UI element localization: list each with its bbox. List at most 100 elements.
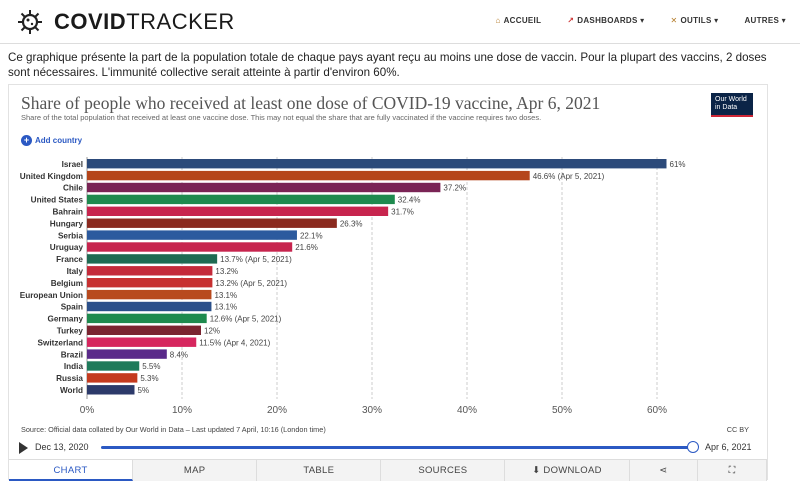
value-label: 61% — [670, 160, 686, 169]
value-label: 11.5% (Apr 4, 2021) — [199, 338, 270, 347]
value-label: 37.2% — [443, 184, 466, 193]
chart-tabs: CHART MAP TABLE SOURCES ⬇ DOWNLOAD ⋖ ⛶ — [9, 459, 767, 481]
bar[interactable] — [87, 170, 530, 181]
value-label: 5% — [138, 386, 150, 395]
country-label: Israel — [62, 160, 83, 169]
bar[interactable] — [87, 325, 201, 335]
share-button[interactable]: ⋖ — [629, 460, 699, 481]
country-label: European Union — [20, 291, 83, 300]
value-label: 13.1% — [214, 291, 237, 300]
bar-chart: 0% 10% 20% 30% 40% 50% 60% Israel 61% United King… — [20, 157, 686, 416]
country-label: India — [64, 362, 84, 371]
tab-map[interactable]: MAP — [133, 460, 258, 481]
tab-chart[interactable]: CHART — [9, 460, 134, 481]
country-label: Brazil — [61, 350, 83, 359]
x-tick-label: 0% — [80, 405, 95, 416]
x-tick-label: 10% — [172, 405, 192, 416]
nav-accueil[interactable]: ⌂ ACCUEIL — [495, 16, 542, 25]
value-label: 13.7% (Apr 5, 2021) — [220, 255, 292, 264]
value-label: 26.3% — [340, 219, 363, 228]
share-icon: ⋖ — [659, 465, 668, 476]
tab-table[interactable]: TABLE — [257, 460, 382, 481]
source-note: Source: Official data collated by Our Wo… — [21, 425, 326, 434]
country-label: Chile — [63, 184, 83, 193]
chart-title: Share of people who received at least on… — [21, 93, 601, 113]
timeline-track[interactable] — [101, 446, 693, 449]
bar[interactable] — [87, 254, 218, 264]
country-label: Spain — [61, 303, 83, 312]
country-label: Russia — [56, 374, 83, 383]
site-name: COVIDTRACKER — [54, 9, 235, 34]
x-tick-label: 50% — [552, 405, 572, 416]
tab-download[interactable]: ⬇ DOWNLOAD — [505, 460, 630, 481]
bar[interactable] — [87, 301, 212, 312]
nav-autres[interactable]: AUTRES ▾ — [744, 16, 786, 25]
value-label: 31.7% — [391, 208, 414, 217]
main-nav: ⌂ ACCUEIL ↗ DASHBOARDS ▾ ✕ OUTILS ▾ AUTRES … — [495, 16, 786, 25]
bar[interactable] — [87, 361, 140, 371]
bar[interactable] — [87, 182, 441, 193]
value-label: 32.4% — [398, 196, 421, 205]
bar[interactable] — [87, 194, 395, 205]
logo[interactable]: COVIDTRACKER — [16, 8, 235, 36]
chart-icon: ↗ — [567, 16, 575, 25]
fullscreen-button[interactable]: ⛶ — [698, 460, 767, 481]
chart-card: Share of people who received at least on… — [8, 84, 768, 481]
bar[interactable] — [87, 242, 293, 252]
bar[interactable] — [87, 373, 138, 383]
country-label: Hungary — [50, 219, 84, 228]
nav-dashboards[interactable]: ↗ DASHBOARDS ▾ — [567, 16, 645, 25]
country-label: Belgium — [51, 279, 83, 288]
country-label: World — [60, 386, 83, 395]
x-tick-label: 40% — [457, 405, 477, 416]
value-label: 13.2% (Apr 5, 2021) — [215, 279, 287, 288]
country-label: Turkey — [57, 327, 84, 336]
x-tick-label: 60% — [647, 405, 667, 416]
country-label: Bahrain — [53, 208, 83, 217]
value-label: 5.3% — [140, 374, 158, 383]
country-label: United States — [31, 196, 84, 205]
tab-sources[interactable]: SOURCES — [381, 460, 506, 481]
x-tick-label: 30% — [362, 405, 382, 416]
value-label: 21.6% — [295, 243, 318, 252]
timeline-handle[interactable] — [687, 441, 699, 453]
country-label: Serbia — [58, 231, 83, 240]
play-icon[interactable] — [19, 442, 28, 454]
license[interactable]: CC BY — [726, 425, 749, 434]
value-label: 12.6% (Apr 5, 2021) — [210, 315, 282, 324]
x-tick-label: 20% — [267, 405, 287, 416]
bar[interactable] — [87, 218, 337, 228]
bar[interactable] — [87, 230, 297, 240]
intro-text: Ce graphique présente la part de la popu… — [8, 51, 767, 79]
timeline: Dec 13, 2020 Apr 6, 2021 — [19, 441, 759, 455]
virus-icon — [18, 10, 42, 34]
navbar: COVIDTRACKER ⌂ ACCUEIL ↗ DASHBOARDS ▾ ✕ OUT… — [0, 0, 800, 44]
tools-icon: ✕ — [670, 16, 678, 25]
bar[interactable] — [87, 289, 212, 300]
value-label: 8.4% — [170, 350, 188, 359]
bar[interactable] — [87, 278, 213, 288]
timeline-end: Apr 6, 2021 — [705, 442, 752, 452]
nav-outils[interactable]: ✕ OUTILS ▾ — [670, 16, 719, 25]
country-label: Uruguay — [50, 243, 84, 252]
value-label: 12% — [204, 327, 220, 336]
bar[interactable] — [87, 313, 207, 324]
country-label: Switzerland — [38, 338, 84, 347]
fullscreen-icon: ⛶ — [728, 465, 736, 476]
bar[interactable] — [87, 337, 197, 347]
bar[interactable] — [87, 349, 167, 359]
plus-icon: + — [21, 135, 32, 146]
value-label: 13.2% — [215, 267, 238, 276]
timeline-start: Dec 13, 2020 — [35, 442, 89, 452]
owid-logo[interactable]: Our World in Data — [711, 93, 753, 117]
bar[interactable] — [87, 385, 135, 395]
country-label: France — [56, 255, 83, 264]
country-label: United Kingdom — [20, 172, 83, 181]
value-label: 13.1% — [214, 303, 237, 312]
bar[interactable] — [87, 266, 213, 276]
country-label: Germany — [48, 315, 84, 324]
bar[interactable] — [87, 159, 667, 169]
add-country-button[interactable]: + Add country — [21, 135, 82, 146]
home-icon: ⌂ — [495, 16, 501, 25]
bar[interactable] — [87, 206, 389, 216]
